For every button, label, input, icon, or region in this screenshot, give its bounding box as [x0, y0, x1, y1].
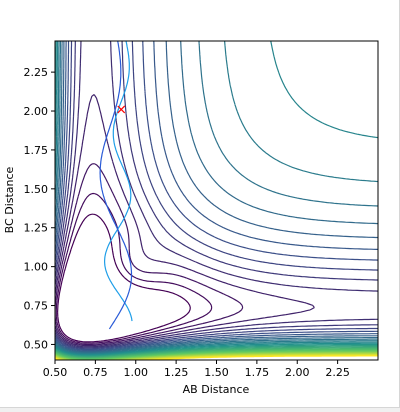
- contour-level: [55, 41, 378, 354]
- x-axis-label: AB Distance: [183, 383, 250, 396]
- y-tick-label: 2.25: [24, 66, 49, 79]
- y-axis-label: BC Distance: [3, 166, 16, 233]
- y-tick-label: 1.25: [24, 222, 49, 235]
- contour-level: [55, 41, 378, 352]
- y-tick-label: 2.00: [24, 105, 49, 118]
- y-axis: 0.50 0.75 1.00 1.25 1.50 1.75 2.00 2.25: [24, 66, 55, 351]
- contour-level: [55, 41, 378, 348]
- marker-layer: [117, 105, 126, 114]
- y-tick-label: 1.00: [24, 261, 49, 274]
- trajectory-dark: [99, 41, 133, 330]
- x-tick-label: 1.50: [204, 366, 229, 379]
- contour-level: [55, 41, 378, 355]
- contour-level: [55, 41, 378, 353]
- x-tick-label: 2.00: [285, 366, 310, 379]
- contour-level: [55, 41, 378, 352]
- contour-lines: [55, 41, 378, 360]
- contour-level: [55, 345, 378, 357]
- contour-level: [55, 41, 378, 349]
- contour-level: [55, 192, 213, 344]
- contour-level: [55, 41, 378, 351]
- y-tick-label: 1.50: [24, 183, 49, 196]
- x-tick-label: 1.75: [245, 366, 270, 379]
- x-axis: 0.50 0.75 1.00 1.25 1.50 1.75 2.00 2.25: [43, 360, 350, 379]
- contour-level: [55, 355, 378, 360]
- contour-level: [55, 41, 378, 350]
- trajectory-light: [104, 41, 133, 322]
- x-tick-label: 0.50: [43, 366, 68, 379]
- trajectory-paths: [99, 41, 133, 330]
- x-tick-label: 1.00: [124, 366, 149, 379]
- contour-level: [55, 41, 378, 355]
- x-tick-label: 0.75: [83, 366, 108, 379]
- start-point-marker: [117, 105, 126, 114]
- contour-level: [55, 343, 378, 357]
- contour-level: [55, 163, 244, 346]
- x-tick-label: 1.25: [164, 366, 189, 379]
- y-tick-label: 0.75: [24, 300, 49, 313]
- x-tick-label: 2.25: [325, 366, 350, 379]
- plot-background: [55, 41, 378, 360]
- contour-level: [57, 213, 191, 343]
- y-tick-label: 1.75: [24, 144, 49, 157]
- y-tick-label: 0.50: [24, 338, 49, 351]
